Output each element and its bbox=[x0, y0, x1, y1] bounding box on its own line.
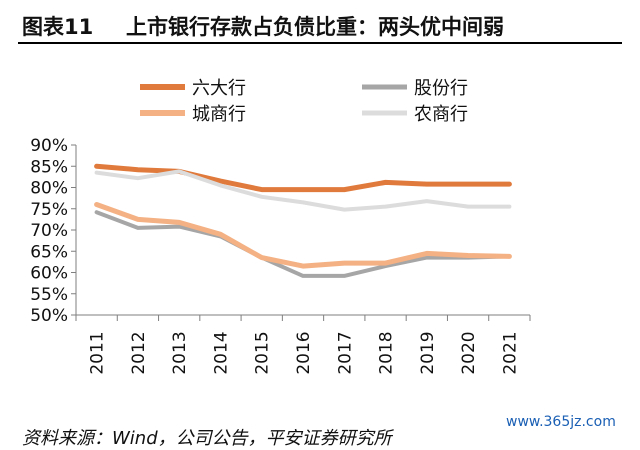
y-tick-label: 90% bbox=[30, 136, 68, 156]
legend-label: 六大行 bbox=[192, 78, 246, 99]
x-tick-label: 2012 bbox=[129, 331, 149, 374]
y-tick-label: 60% bbox=[30, 264, 68, 284]
x-tick-label: 2017 bbox=[335, 331, 355, 374]
series-line-2 bbox=[94, 202, 512, 269]
chart-axes: 50%55%60%65%70%75%80%85%90% 2011 2012 2013 2… bbox=[30, 136, 531, 375]
figure-title: 上市银行存款占负债比重：两头优中间弱 bbox=[126, 15, 504, 39]
figure-title-bar: 图表11 上市银行存款占负债比重：两头优中间弱 bbox=[18, 8, 622, 44]
x-tick-label: 2018 bbox=[377, 331, 397, 374]
x-tick-label: 2021 bbox=[500, 331, 520, 374]
series-line-1 bbox=[94, 210, 512, 278]
y-tick-label: 50% bbox=[30, 306, 68, 326]
site-watermark: www.365jz.com bbox=[506, 414, 616, 430]
x-tick-label: 2013 bbox=[170, 331, 190, 374]
x-tick-label: 2016 bbox=[294, 331, 314, 374]
x-tick-label: 2020 bbox=[459, 331, 479, 374]
series-line-0 bbox=[94, 163, 512, 193]
series-line-3 bbox=[94, 169, 512, 212]
y-tick-label: 80% bbox=[30, 179, 68, 199]
y-tick-label: 75% bbox=[30, 200, 68, 220]
y-tick-label: 65% bbox=[30, 242, 68, 262]
x-tick-label: 2019 bbox=[418, 331, 438, 374]
y-tick-label: 70% bbox=[30, 221, 68, 241]
x-tick-label: 2014 bbox=[211, 331, 231, 374]
legend-label: 城商行 bbox=[192, 104, 246, 125]
legend-label: 股份行 bbox=[414, 78, 468, 99]
y-tick-label: 85% bbox=[30, 157, 68, 177]
y-tick-label: 55% bbox=[30, 285, 68, 305]
source-note: 资料来源：Wind，公司公告，平安证券研究所 bbox=[22, 428, 392, 449]
x-tick-label: 2011 bbox=[88, 331, 108, 374]
legend-label: 农商行 bbox=[414, 104, 468, 125]
chart-series bbox=[94, 163, 512, 278]
figure-number: 图表11 bbox=[22, 15, 94, 39]
x-tick-label: 2015 bbox=[253, 331, 273, 374]
